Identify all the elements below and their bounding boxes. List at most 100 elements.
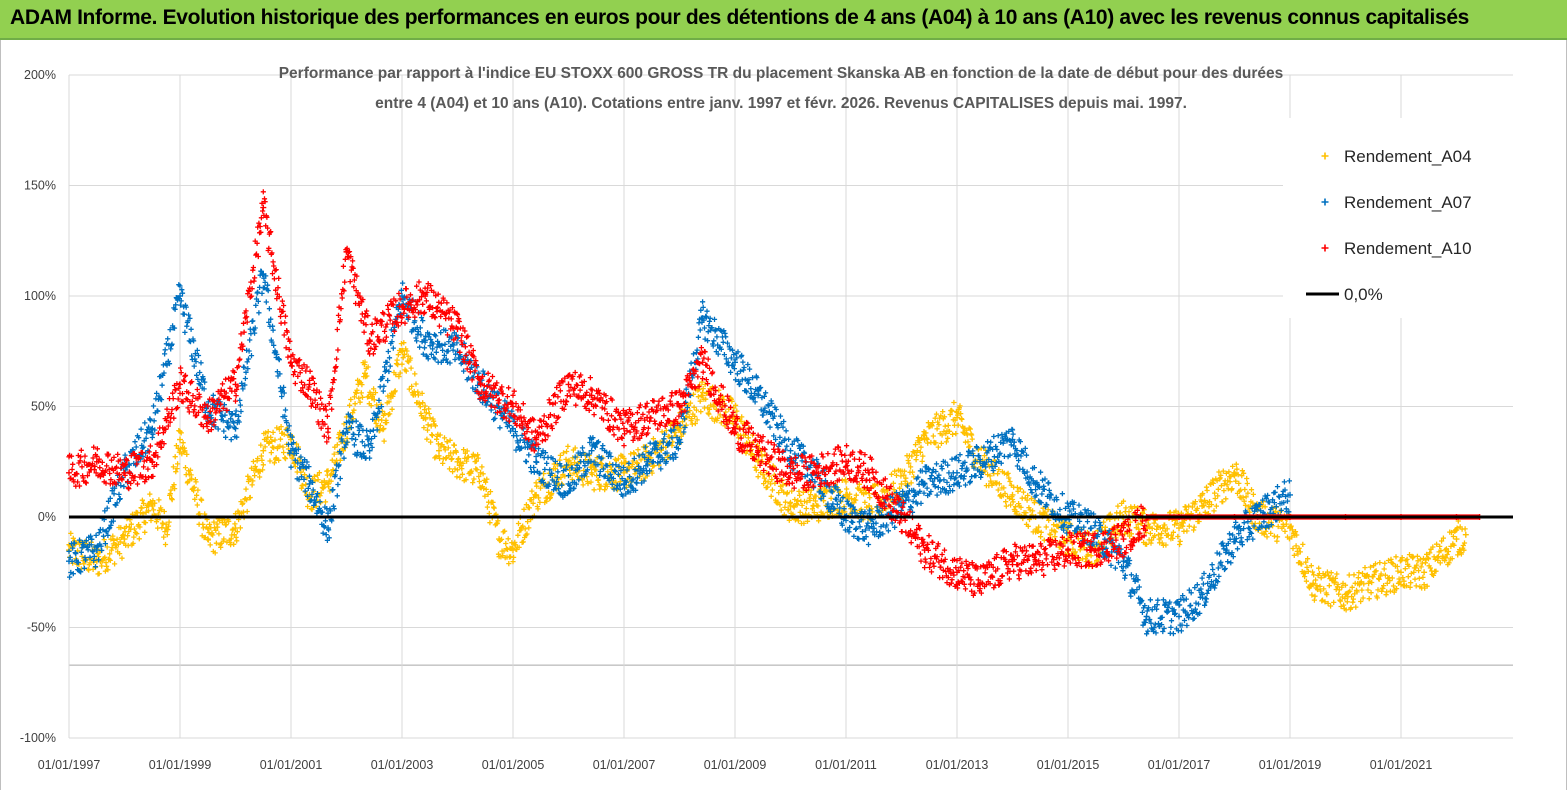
data-point xyxy=(1088,525,1095,532)
data-point xyxy=(699,359,706,366)
data-point xyxy=(644,458,651,465)
data-point xyxy=(1310,580,1317,587)
data-point xyxy=(260,204,267,211)
data-point xyxy=(454,458,461,465)
series-Rendement_A04 xyxy=(66,340,1469,613)
data-point xyxy=(325,525,331,532)
data-point xyxy=(343,248,350,255)
data-point xyxy=(204,536,211,543)
data-point xyxy=(510,547,516,554)
data-point xyxy=(588,392,595,399)
data-point xyxy=(232,425,239,432)
data-point xyxy=(288,359,294,366)
chart-area: 200% 150% 100% 50% 0% -50% -100% 01/01/1997 01/… xyxy=(0,40,1567,790)
data-point xyxy=(149,503,156,509)
data-point xyxy=(93,547,100,554)
data-point xyxy=(260,447,267,454)
data-point xyxy=(149,425,156,432)
data-point xyxy=(565,458,572,465)
data-point xyxy=(732,359,738,366)
data-point xyxy=(533,436,540,443)
data-point xyxy=(477,469,484,476)
data-point xyxy=(1009,558,1016,565)
data-point xyxy=(843,458,849,465)
data-point xyxy=(477,381,484,388)
data-point xyxy=(699,315,706,322)
data-point xyxy=(565,381,572,388)
x-tick-label: 01/01/2009 xyxy=(704,758,767,772)
data-point xyxy=(921,547,928,554)
data-point xyxy=(121,536,128,543)
x-tick-label: 01/01/2001 xyxy=(260,758,323,772)
data-point xyxy=(1287,525,1293,532)
data-point xyxy=(787,447,794,454)
x-tick-label: 01/01/1997 xyxy=(38,758,101,772)
x-tick-label: 01/01/1999 xyxy=(149,758,212,772)
y-tick-label: 150% xyxy=(24,179,56,193)
data-point xyxy=(1231,536,1238,543)
data-point xyxy=(843,491,849,498)
data-point xyxy=(1065,547,1071,554)
data-point xyxy=(1032,480,1039,487)
legend-background xyxy=(1283,118,1523,318)
data-point xyxy=(676,403,683,410)
data-point xyxy=(366,447,373,454)
data-point xyxy=(343,425,350,432)
data-point xyxy=(954,569,960,576)
data-point xyxy=(510,403,516,410)
y-tick-label: 50% xyxy=(31,400,56,414)
series-Rendement_A07 xyxy=(66,268,1293,637)
data-point xyxy=(898,503,905,509)
header-banner: ADAM Informe. Evolution historique des p… xyxy=(0,0,1567,40)
data-point xyxy=(977,458,984,465)
data-point xyxy=(93,458,100,465)
data-point xyxy=(436,447,442,454)
legend-label: 0,0% xyxy=(1344,285,1383,304)
data-point xyxy=(621,469,627,476)
x-tick-label: 01/01/2021 xyxy=(1370,758,1433,772)
data-point xyxy=(177,293,183,299)
data-point xyxy=(366,337,373,344)
data-point xyxy=(399,293,405,299)
y-axis-ticks: 200% 150% 100% 50% 0% -50% -100% xyxy=(20,68,56,745)
data-point xyxy=(496,536,503,543)
data-point xyxy=(422,293,429,299)
chart-title-line-2: entre 4 (A04) et 10 ans (A10). Cotations… xyxy=(375,95,1187,112)
data-point xyxy=(399,304,405,311)
data-point xyxy=(362,370,368,377)
data-point xyxy=(588,447,595,454)
data-point xyxy=(1176,525,1182,532)
y-tick-label: 0% xyxy=(38,510,56,524)
x-tick-label: 01/01/2017 xyxy=(1148,758,1211,772)
data-point xyxy=(588,469,595,476)
x-tick-label: 01/01/2005 xyxy=(482,758,545,772)
data-point xyxy=(454,326,461,333)
chart-legend: Rendement_A04 Rendement_A07 Rendement_A10 0… xyxy=(1283,118,1523,318)
legend-marker xyxy=(1321,244,1329,252)
data-point xyxy=(921,436,928,443)
data-point xyxy=(755,447,762,454)
x-tick-label: 01/01/2003 xyxy=(371,758,434,772)
data-point xyxy=(204,414,211,421)
data-point xyxy=(325,480,331,487)
data-point xyxy=(1287,491,1293,498)
series-Rendement_A10 xyxy=(66,189,1483,598)
y-tick-label: 200% xyxy=(24,68,56,82)
data-point xyxy=(1421,569,1428,576)
data-point xyxy=(260,270,267,277)
chart-title-line-1: Performance par rapport à l'indice EU ST… xyxy=(279,65,1284,82)
data-point xyxy=(732,425,738,432)
data-point xyxy=(1365,580,1372,587)
data-point xyxy=(810,469,817,476)
data-point xyxy=(1120,536,1127,543)
data-point xyxy=(1231,469,1238,476)
data-point xyxy=(565,480,572,487)
data-point xyxy=(66,469,72,476)
data-point xyxy=(422,337,429,344)
data-point xyxy=(1199,503,1206,509)
data-point xyxy=(232,525,239,532)
x-tick-label: 01/01/2015 xyxy=(1037,758,1100,772)
legend-label: Rendement_A10 xyxy=(1344,239,1472,258)
x-tick-label: 01/01/2019 xyxy=(1259,758,1322,772)
y-tick-label: 100% xyxy=(24,289,56,303)
